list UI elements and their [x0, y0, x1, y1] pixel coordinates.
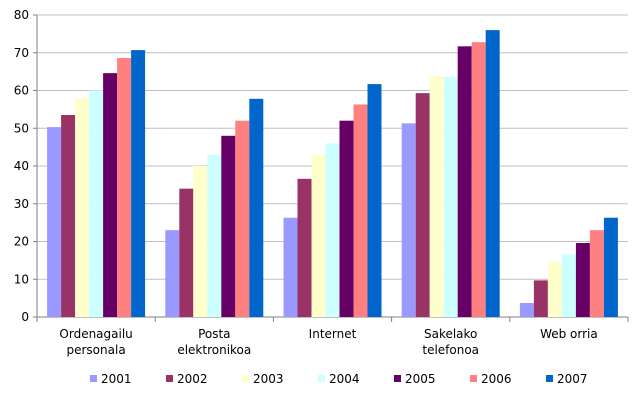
legend-label: 2002 — [177, 372, 208, 386]
bar-2007 — [367, 84, 382, 318]
x-tick-label: Sakelako — [424, 327, 477, 341]
legend-swatch-2001 — [90, 375, 97, 382]
legend-label: 2006 — [481, 372, 512, 386]
x-tick-label: elektronikoa — [177, 343, 251, 357]
bar-2003 — [193, 166, 208, 317]
legend-swatch-2005 — [394, 375, 401, 382]
x-tick-label: telefonoa — [422, 343, 479, 357]
bar-2003 — [75, 98, 90, 317]
x-tick-label: Ordenagailu — [59, 327, 132, 341]
x-tick-label: Posta — [198, 327, 230, 341]
bar-2005 — [221, 135, 236, 317]
legend-label: 2003 — [253, 372, 284, 386]
bar-2005 — [339, 120, 354, 317]
bar-2007 — [131, 50, 146, 318]
bar-2005 — [457, 46, 472, 318]
bar-2003 — [429, 76, 444, 317]
x-tick-label: Web orria — [540, 327, 598, 341]
bar-2004 — [561, 254, 576, 317]
bar-2002 — [61, 115, 76, 317]
bar-2006 — [117, 58, 132, 317]
legend-swatch-2003 — [242, 375, 249, 382]
y-tick-label: 0 — [21, 310, 29, 324]
bar-2003 — [311, 154, 326, 317]
bar-2004 — [207, 154, 222, 317]
legend-swatch-2004 — [318, 375, 325, 382]
legend-swatch-2002 — [166, 375, 173, 382]
bar-2007 — [249, 98, 264, 318]
y-tick-label: 80 — [14, 8, 29, 22]
legend-label: 2005 — [405, 372, 436, 386]
y-tick-label: 30 — [14, 197, 29, 211]
bar-2007 — [485, 30, 500, 317]
bar-2004 — [89, 90, 104, 317]
legend-label: 2001 — [101, 372, 132, 386]
bar-2004 — [325, 143, 340, 317]
y-tick-label: 40 — [14, 159, 29, 173]
bar-2002 — [415, 93, 430, 317]
y-tick-label: 20 — [14, 235, 29, 249]
bar-2007 — [603, 217, 618, 317]
bar-2002 — [533, 280, 548, 317]
bar-2001 — [401, 123, 416, 317]
legend-swatch-2006 — [470, 375, 477, 382]
legend-label: 2007 — [557, 372, 588, 386]
bar-2006 — [589, 230, 604, 317]
x-tick-label: Internet — [309, 327, 357, 341]
bar-2006 — [353, 104, 368, 317]
legend-label: 2004 — [329, 372, 360, 386]
bar-2006 — [235, 120, 250, 317]
y-tick-label: 50 — [14, 121, 29, 135]
bar-2004 — [443, 76, 458, 317]
y-tick-label: 60 — [14, 84, 29, 98]
y-tick-label: 10 — [14, 272, 29, 286]
bar-2001 — [165, 230, 180, 317]
bar-2006 — [471, 42, 486, 318]
x-tick-label: personala — [67, 343, 126, 357]
bar-2002 — [179, 188, 194, 317]
bar-2001 — [47, 127, 62, 318]
bar-2003 — [547, 261, 562, 317]
legend-swatch-2007 — [546, 375, 553, 382]
y-tick-label: 70 — [14, 46, 29, 60]
bar-2001 — [283, 217, 298, 317]
bar-2001 — [519, 303, 534, 317]
bar-2005 — [103, 73, 118, 317]
bar-2002 — [297, 178, 312, 317]
bar-2005 — [575, 243, 590, 317]
